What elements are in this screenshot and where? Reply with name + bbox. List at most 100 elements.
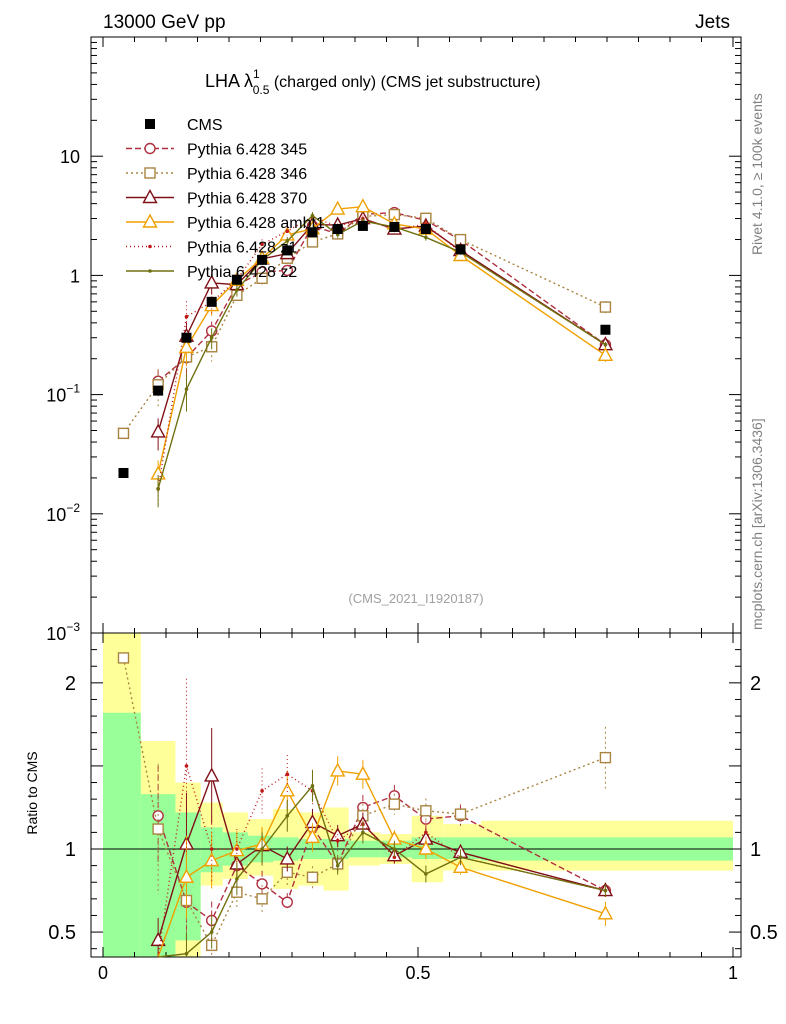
- watermark: (CMS_2021_I1920187): [348, 591, 483, 606]
- cms-data: [118, 220, 611, 478]
- ratio-point: [281, 896, 293, 908]
- ratio-point: [256, 878, 268, 890]
- main-point: [306, 236, 319, 248]
- ratio-point: [599, 751, 612, 764]
- legend-entry-6: Pythia 6.428 z2: [126, 264, 297, 281]
- ratio-point: [361, 830, 365, 835]
- cms-point: [389, 221, 400, 232]
- x-tick-label: 1: [728, 963, 738, 983]
- ratio-point: [209, 847, 214, 851]
- header-left: 13000 GeV pp: [103, 12, 226, 33]
- ratio-point: [310, 784, 315, 788]
- main-point: [184, 387, 189, 391]
- y-tick-label: 1: [70, 266, 80, 286]
- chart-title: LHA λ1 0.5 (charged only) (CMS jet substr…: [205, 67, 541, 97]
- legend-entry-3: Pythia 6.428 370: [126, 189, 307, 208]
- legend-label: Pythia 6.428 346: [187, 166, 307, 183]
- ratio-point: [424, 830, 428, 835]
- y-tick-label: 10−3: [46, 620, 80, 644]
- ratio-point: [256, 893, 268, 905]
- ratio-point: [458, 855, 463, 860]
- x-tick-label: 0: [98, 963, 108, 983]
- ratio-point: [285, 813, 290, 818]
- cms-point: [231, 274, 242, 285]
- cms-point: [282, 245, 293, 256]
- cms-point: [118, 467, 129, 478]
- ratio-point: [184, 764, 189, 768]
- legend-label: Pythia 6.428 z2: [187, 264, 297, 281]
- ratio-y-tick-label-right: 0.5: [750, 922, 778, 944]
- ratio-point: [418, 840, 434, 855]
- y-tick-label: 10−1: [46, 382, 80, 406]
- legend-entry-2: Pythia 6.428 346: [126, 166, 307, 183]
- legend-marker: [145, 119, 155, 129]
- ratio-y-tick-label-right: 2: [750, 673, 761, 695]
- legend-label: Pythia 6.428 z1: [187, 240, 297, 257]
- main-point: [285, 239, 290, 243]
- band-green-0: [103, 712, 141, 957]
- legend-marker: [142, 213, 158, 228]
- cms-point: [357, 220, 368, 231]
- ratio-plot-frame: [90, 632, 742, 958]
- ratio-y-tick-label-left: 2: [65, 673, 76, 695]
- legend-marker: [144, 142, 156, 155]
- ratio-series-5: [158, 769, 608, 958]
- y-tick-label: 10−2: [46, 501, 80, 525]
- ratio-point: [209, 930, 214, 934]
- ratio-point: [392, 847, 397, 851]
- ratio-point: [452, 858, 469, 873]
- ratio-point: [178, 868, 195, 883]
- ratio-point: [152, 823, 164, 835]
- cms-point: [181, 332, 192, 343]
- ratio-y-tick-label-left: 1: [65, 839, 76, 861]
- ratio-point: [235, 847, 239, 851]
- ratio-point: [203, 767, 220, 782]
- main-point: [424, 235, 428, 240]
- main-point: [235, 288, 239, 292]
- cms-point: [153, 385, 164, 396]
- ratio-point: [335, 863, 340, 868]
- main-point: [310, 213, 315, 218]
- main-point: [156, 487, 160, 491]
- main-point: [597, 346, 614, 362]
- ratio-point: [184, 951, 189, 956]
- cms-point: [307, 227, 318, 238]
- main-point: [209, 335, 214, 340]
- main-point: [117, 427, 130, 440]
- legend-label: CMS: [187, 117, 223, 134]
- main-point: [329, 200, 346, 215]
- main-point: [603, 342, 608, 347]
- ratio-point: [424, 872, 428, 876]
- legend-entry-5: Pythia 6.428 z1: [126, 240, 297, 257]
- ratio-point: [388, 798, 401, 810]
- title-sub: 0.5: [253, 83, 270, 97]
- side-label-top: Rivet 4.1.0, ≥ 100k events: [749, 93, 765, 255]
- main-series-5: [156, 212, 608, 508]
- legend-entry-4: Pythia 6.428 ambt1: [126, 213, 325, 232]
- title-rest: (charged only) (CMS jet substructure): [269, 74, 540, 91]
- ratio-point: [355, 765, 371, 780]
- ratio-point: [235, 877, 239, 881]
- ratio-point: [329, 762, 346, 777]
- legend-marker: [148, 269, 152, 273]
- ratio-point: [306, 871, 319, 883]
- ratio-point: [260, 789, 264, 793]
- ratio-line: [122, 657, 606, 947]
- cms-point: [600, 324, 611, 335]
- main-point: [184, 314, 189, 319]
- legend-label: Pythia 6.428 ambt1: [187, 215, 325, 232]
- ratio-point: [454, 808, 467, 820]
- ratio-point: [285, 772, 290, 777]
- ratio-point: [335, 838, 340, 843]
- legend-marker: [144, 167, 156, 179]
- ratio-y-tick-label-right: 1: [750, 839, 761, 861]
- ratio-point: [203, 852, 220, 867]
- title-sup: 1: [253, 67, 260, 81]
- legend-entry-0: CMS: [145, 117, 223, 134]
- legend-label: Pythia 6.428 370: [187, 191, 307, 208]
- legend-marker: [148, 244, 152, 249]
- ratio-y-label: Ratio to CMS: [24, 751, 40, 834]
- main-point: [281, 264, 293, 277]
- main-point: [256, 272, 268, 285]
